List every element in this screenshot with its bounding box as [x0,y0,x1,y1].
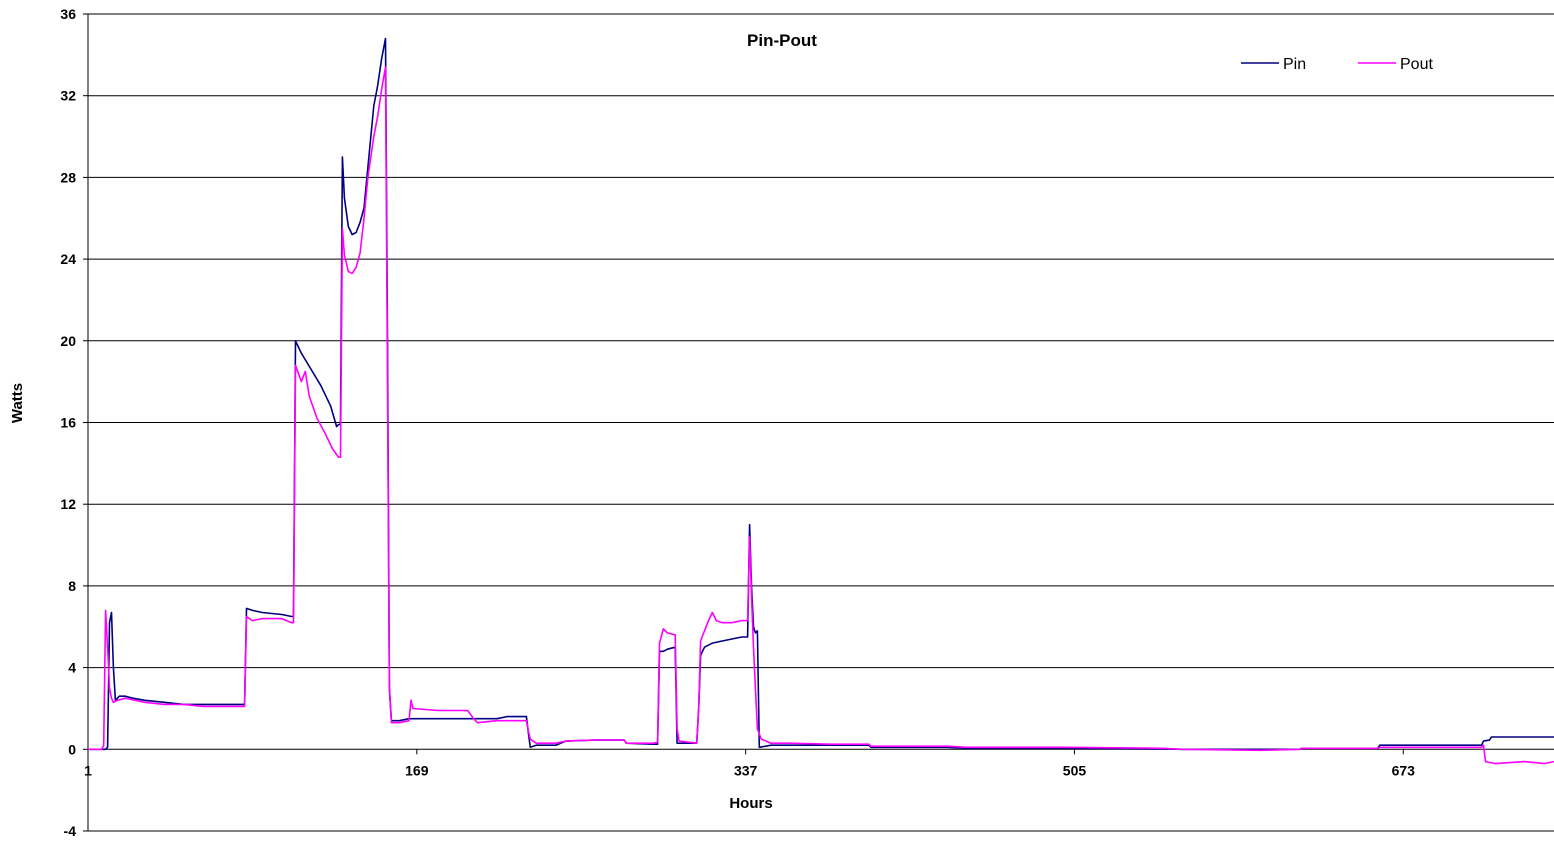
y-tick-label: -4 [64,823,77,839]
legend-label-pout: Pout [1400,56,1433,73]
y-tick-label: 32 [60,88,76,104]
y-tick-label: 8 [68,578,76,594]
y-tick-label: 24 [60,251,76,267]
legend-label-pin: Pin [1283,56,1306,73]
y-tick-label: 16 [60,415,76,431]
y-tick-label: 36 [60,6,76,22]
x-tick-label: 1 [84,762,92,778]
y-tick-labels: -4 0 4 8 12 16 20 24 28 32 36 [60,6,76,839]
legend: Pin Pout [1241,56,1433,73]
y-tick-label: 12 [60,496,76,512]
x-axis-label: Hours [729,795,772,812]
series-lines [88,37,1554,765]
series-line-pout [88,66,1554,765]
series-line-pin [88,37,1554,751]
x-tick-label: 505 [1063,762,1087,778]
y-tick-label: 20 [60,333,76,349]
y-axis-label: Watts [9,383,26,423]
axes [83,13,1554,832]
x-tick-label: 169 [405,762,429,778]
chart-title: Pin-Pout [747,31,817,50]
x-tick-labels: 1 169 337 505 673 [84,762,1415,778]
y-tick-label: 4 [68,660,76,676]
grid-lines [88,13,1554,750]
x-tick-label: 673 [1392,762,1416,778]
y-tick-label: 28 [60,169,76,185]
x-tick-label: 337 [734,762,758,778]
y-tick-label: 0 [68,741,76,757]
